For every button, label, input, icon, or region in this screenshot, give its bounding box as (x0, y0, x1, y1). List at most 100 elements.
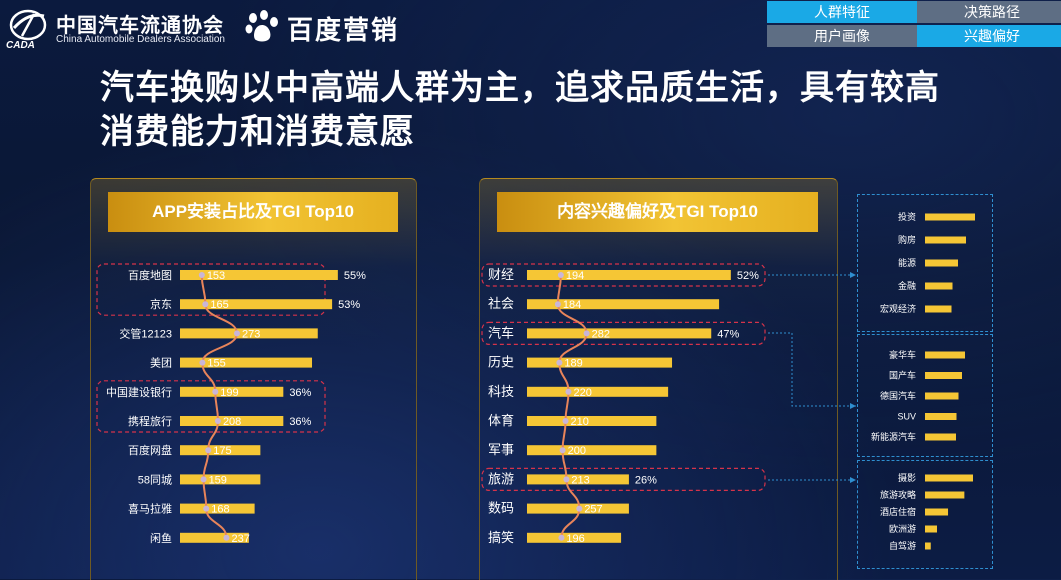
bar (180, 416, 284, 426)
travel-subcategory-box (857, 460, 993, 569)
tgi-value-label: 282 (592, 328, 610, 340)
bar (527, 416, 657, 426)
tgi-value-label: 153 (207, 270, 225, 282)
sub-bar (925, 236, 966, 244)
bar (527, 532, 622, 543)
bar (180, 270, 338, 280)
tgi-value-label: 200 (568, 445, 586, 457)
bar (527, 270, 731, 280)
bar (180, 474, 261, 485)
tgi-value-label: 208 (223, 416, 241, 428)
sub-category-label: 金融 (898, 280, 916, 291)
tgi-value-label: 155 (207, 358, 225, 370)
sub-category-label: 酒店住宿 (880, 506, 916, 517)
bar (180, 299, 333, 310)
tgi-value-label: 273 (242, 328, 260, 340)
sub-bar (925, 491, 965, 499)
tgi-value-label: 199 (220, 387, 238, 399)
category-label: 科技 (488, 384, 514, 399)
tab-crowd-features[interactable]: 人群特征 (767, 1, 917, 23)
bar (527, 445, 657, 456)
connector-finance-arrowhead (850, 272, 856, 278)
tgi-marker (559, 447, 566, 454)
bar (180, 328, 318, 339)
highlight-box (481, 321, 766, 345)
bar (527, 386, 669, 397)
tgi-marker (554, 301, 561, 308)
sub-bar (925, 259, 958, 267)
tgi-value-label: 210 (571, 416, 589, 428)
tgi-marker (234, 330, 241, 337)
sub-bar (925, 351, 965, 359)
bar (180, 386, 284, 397)
sub-bar (925, 305, 952, 313)
sub-bar (925, 542, 931, 550)
percent-label: 26% (635, 474, 657, 486)
tgi-value-label: 237 (231, 533, 249, 545)
sub-category-label: 购房 (898, 234, 916, 245)
tgi-marker (212, 388, 219, 395)
cada-abbr: CADA (6, 40, 35, 50)
category-label: 数码 (488, 501, 514, 516)
sub-category-label: 豪华车 (889, 349, 916, 360)
org-name-en: China Automobile Dealers Association (56, 34, 225, 45)
category-label: 体育 (488, 413, 514, 428)
tgi-line (200, 274, 239, 538)
sub-category-label: 国产车 (889, 370, 916, 381)
tgi-marker (202, 301, 209, 308)
sub-bar (925, 213, 975, 221)
tgi-marker (203, 505, 210, 512)
tgi-marker (562, 418, 569, 424)
auto-subcategory-box (857, 334, 993, 457)
category-label: 喜马拉雅 (128, 502, 172, 516)
tgi-marker (205, 447, 212, 454)
tab-decision-path[interactable]: 决策路径 (917, 1, 1061, 23)
sub-category-label: 欧洲游 (889, 523, 916, 534)
category-label: 军事 (488, 442, 514, 457)
tab-user-profile[interactable]: 用户画像 (767, 25, 917, 47)
category-label: 美团 (150, 357, 172, 370)
category-label: 58同城 (138, 473, 172, 486)
tgi-marker (200, 476, 207, 483)
sub-category-label: 新能源汽车 (871, 431, 916, 442)
headline-line-1: 汽车换购以中高端人群为主，追求品质生活，具有较高 (100, 69, 940, 107)
tgi-value-label: 213 (571, 474, 589, 486)
percent-label: 47% (717, 328, 739, 340)
tgi-marker (199, 359, 206, 366)
cada-logo: CADA (6, 9, 47, 50)
category-label: 搞笑 (488, 530, 514, 545)
percent-label: 53% (338, 299, 360, 311)
tab-interest-preference[interactable]: 兴趣偏好 (917, 25, 1061, 47)
bar (180, 445, 261, 456)
tgi-marker (223, 534, 230, 541)
tgi-value-label: 168 (211, 504, 229, 516)
tgi-value-label: 165 (210, 299, 228, 311)
tgi-value-label: 159 (209, 474, 227, 486)
tgi-line (556, 274, 588, 538)
tgi-value-label: 194 (566, 270, 584, 282)
tgi-marker (563, 476, 570, 483)
bar (527, 474, 629, 485)
category-label: 历史 (488, 355, 514, 370)
category-label: 旅游 (488, 471, 514, 486)
app-chart-title: APP安装占比及TGI Top10 (108, 192, 398, 232)
bar (180, 532, 249, 543)
percent-label: 36% (289, 387, 311, 399)
category-label: 百度地图 (128, 268, 172, 282)
category-label: 京东 (150, 297, 172, 311)
tgi-value-label: 196 (566, 533, 584, 545)
percent-label: 52% (737, 270, 759, 282)
tgi-marker (576, 505, 583, 512)
connector-travel-arrowhead (850, 477, 856, 483)
percent-label: 36% (289, 416, 311, 428)
page-headline: 汽车换购以中高端人群为主，追求品质生活，具有较高 消费能力和消费意愿 (100, 66, 1000, 154)
partner-name: 百度营销 (287, 15, 400, 45)
sub-category-label: 宏观经济 (880, 303, 916, 314)
tgi-marker (198, 272, 205, 278)
sub-category-label: 德国汽车 (880, 390, 916, 401)
category-label: 中国建设银行 (106, 385, 172, 399)
sub-bar (925, 508, 949, 516)
highlight-box (96, 263, 326, 316)
category-label: 汽车 (488, 325, 514, 340)
